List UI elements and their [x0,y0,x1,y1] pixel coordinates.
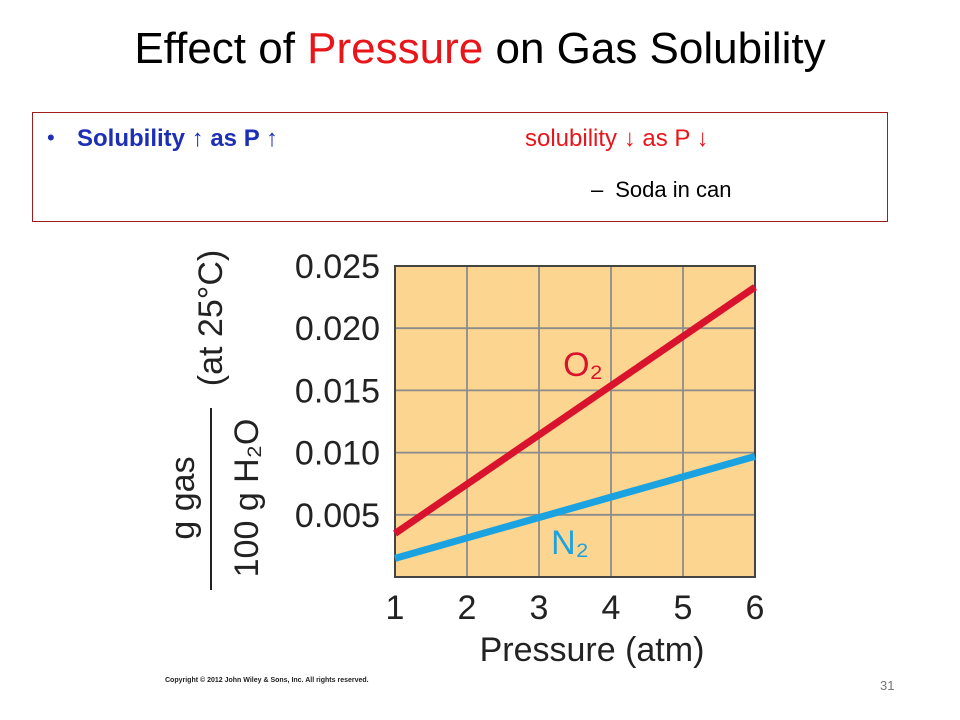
y-tick-label: 0.010 [295,435,380,473]
y-axis-label-condition: (at 25°C) [192,250,230,386]
x-tick-label: 3 [530,589,549,627]
x-tick-label: 2 [458,589,477,627]
x-tick-label: 5 [674,589,693,627]
title-part-1: Effect of [134,24,308,73]
bullet-solubility-decrease: solubility ↓ as P ↓ [525,125,709,152]
sub-bullet-text: Soda in can [615,177,732,202]
plot-frame [394,265,756,578]
sub-bullet: – Soda in can [591,177,731,203]
series-label-1: N₂ [551,524,589,562]
bullet-point-icon: • [47,125,55,150]
slide-title: Effect of Pressure on Gas Solubility [0,24,960,74]
x-tick-label: 1 [386,589,405,627]
x-tick-label: 6 [746,589,765,627]
y-axis-label-denominator: 100 g H₂O [228,419,266,578]
bullet-solubility-increase: Solubility ↑ as P ↑ [77,125,278,152]
page-number: 31 [880,678,895,693]
title-highlight: Pressure [307,24,484,73]
x-tick-label: 4 [602,589,621,627]
dash-icon: – [591,177,604,202]
copyright-notice: Copyright © 2012 John Wiley & Sons, Inc.… [165,677,369,684]
bullet-box: • Solubility ↑ as P ↑ solubility ↓ as P … [32,112,888,222]
y-axis-label-numerator: g gas [164,456,202,539]
plot-background [395,266,755,577]
title-part-2: on Gas Solubility [483,24,826,73]
series-label-0: O₂ [563,346,603,384]
y-tick-label: 0.025 [295,248,380,286]
x-axis-label: Pressure (atm) [480,631,705,669]
y-axis-label: g gas 100 g H₂O (at 25°C) [164,250,266,590]
y-tick-label: 0.020 [295,310,380,348]
y-tick-label: 0.015 [295,372,380,410]
y-tick-label: 0.005 [295,497,380,535]
series-line-0 [393,284,757,537]
series-line-1 [394,452,756,562]
